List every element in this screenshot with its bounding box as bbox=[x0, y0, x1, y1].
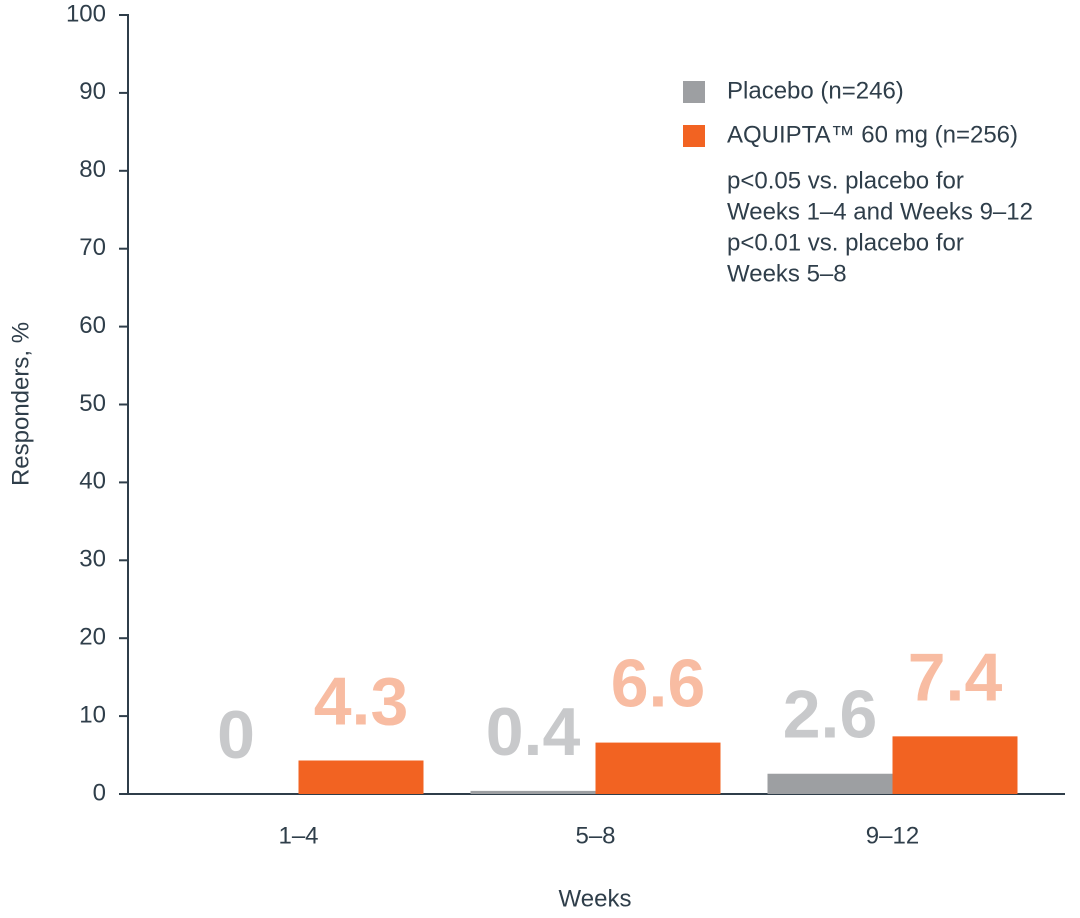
annotation: Weeks 5–8 bbox=[727, 260, 847, 287]
value-label: 6.6 bbox=[611, 646, 706, 722]
bar bbox=[767, 773, 893, 794]
y-tick-label: 50 bbox=[79, 390, 106, 417]
value-label: 4.3 bbox=[314, 663, 409, 739]
y-tick-label: 80 bbox=[79, 156, 106, 183]
bar bbox=[298, 760, 424, 794]
bar bbox=[595, 742, 721, 794]
y-tick-label: 100 bbox=[66, 0, 106, 27]
legend-label: AQUIPTA™ 60 mg (n=256) bbox=[727, 121, 1018, 148]
annotation: Weeks 1–4 and Weeks 9–12 bbox=[727, 198, 1033, 225]
legend-swatch bbox=[683, 81, 705, 103]
y-tick-label: 20 bbox=[79, 624, 106, 651]
y-tick-label: 40 bbox=[79, 468, 106, 495]
value-label: 2.6 bbox=[783, 677, 878, 753]
value-label: 0.4 bbox=[486, 694, 581, 770]
x-tick-label: 5–8 bbox=[575, 822, 615, 849]
y-axis-label: Responders, % bbox=[7, 322, 34, 486]
bar bbox=[892, 736, 1018, 794]
annotation: p<0.01 vs. placebo for bbox=[727, 229, 964, 256]
y-tick-label: 70 bbox=[79, 234, 106, 261]
y-tick-label: 60 bbox=[79, 312, 106, 339]
y-tick-label: 0 bbox=[93, 779, 106, 806]
y-tick-label: 90 bbox=[79, 78, 106, 105]
x-tick-label: 9–12 bbox=[866, 822, 919, 849]
y-tick-label: 30 bbox=[79, 546, 106, 573]
legend-label: Placebo (n=246) bbox=[727, 77, 904, 104]
legend-swatch bbox=[683, 125, 705, 147]
y-tick-label: 10 bbox=[79, 701, 106, 728]
x-axis-label: Weeks bbox=[559, 885, 632, 912]
bar bbox=[470, 790, 596, 794]
x-tick-label: 1–4 bbox=[278, 822, 318, 849]
annotation: p<0.05 vs. placebo for bbox=[727, 167, 964, 194]
value-label: 0 bbox=[217, 697, 255, 773]
value-label: 7.4 bbox=[908, 639, 1003, 715]
